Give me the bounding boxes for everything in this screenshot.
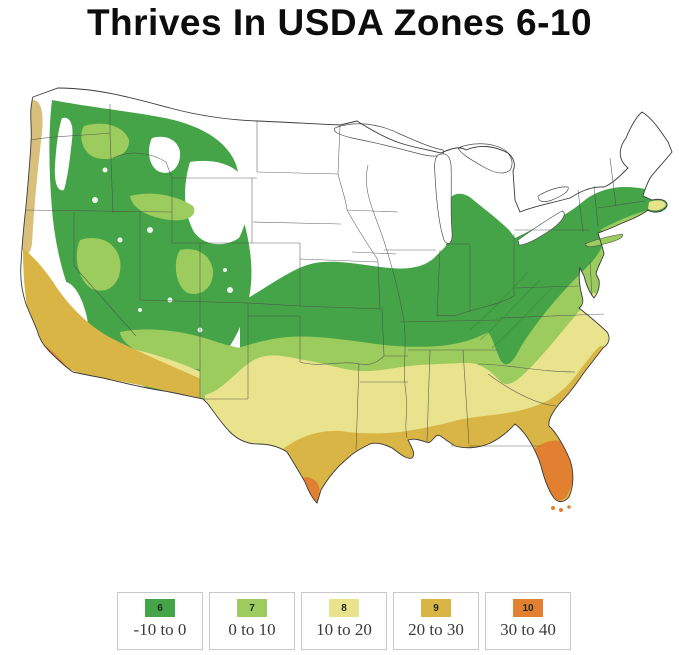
- lake-erie: [517, 210, 565, 246]
- zone-temperature-range: 10 to 20: [316, 620, 372, 639]
- zone-temperature-range: -10 to 0: [133, 620, 187, 639]
- zone-number: 10: [522, 602, 534, 614]
- legend-item-zone-7: 7 0 to 10: [209, 592, 295, 650]
- legend-item-zone-9: 9 20 to 30: [393, 592, 479, 650]
- great-lakes: [334, 123, 569, 246]
- lake-ontario: [537, 186, 569, 202]
- legend-item-zone-10: 10 30 to 40: [485, 592, 571, 650]
- zone7-great-basin-west: [76, 238, 121, 291]
- zone-color-swatch: 7: [237, 599, 267, 617]
- zone-number: 7: [249, 602, 255, 614]
- zone10-south-florida: [529, 440, 575, 501]
- appalachian-ridge-texture: [469, 271, 529, 331]
- zone-color-swatch: 10: [513, 599, 543, 617]
- zone-number: 9: [433, 602, 439, 614]
- zone-temperature-range: 30 to 40: [500, 620, 556, 639]
- zone-color-swatch: 8: [329, 599, 359, 617]
- lake-michigan: [434, 153, 453, 244]
- rockies-unzoned-area: [185, 160, 249, 245]
- legend-item-zone-8: 8 10 to 20: [301, 592, 387, 650]
- zone7-new-england-coast: [600, 210, 649, 232]
- zone10-south-texas: [302, 477, 320, 503]
- zone-regions: [21, 100, 672, 503]
- zone-number: 6: [157, 602, 163, 614]
- appalachian-ridge-texture: [479, 279, 541, 341]
- zone7-snake-plain: [130, 193, 195, 221]
- zone-color-swatch: 6: [145, 599, 175, 617]
- zone-color-swatch: 9: [421, 599, 451, 617]
- long-island: [584, 233, 623, 247]
- zone7-great-basin-east: [175, 249, 213, 294]
- zone-number: 8: [341, 602, 347, 614]
- page-title: Thrives In USDA Zones 6-10: [86, 2, 593, 43]
- zone8-cape-cod: [648, 200, 666, 211]
- idaho-unzoned-area: [148, 136, 181, 173]
- legend-item-zone-6: 6 -10 to 0: [117, 592, 203, 650]
- state-borders: [25, 104, 646, 451]
- zone-temperature-range: 0 to 10: [228, 620, 276, 639]
- zone-temperature-range: 20 to 30: [408, 620, 464, 639]
- zone-legend: 6 -10 to 0 7 0 to 10 8 10 to 20 9 20 to …: [117, 592, 571, 650]
- zone7-columbia-basin: [81, 123, 130, 160]
- appalachian-ridge-texture: [491, 287, 553, 349]
- florida-keys: [551, 505, 571, 512]
- lake-huron: [457, 143, 513, 174]
